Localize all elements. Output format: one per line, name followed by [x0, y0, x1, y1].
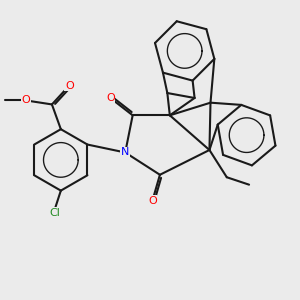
Text: Cl: Cl [50, 208, 60, 218]
Text: O: O [65, 81, 74, 91]
Text: N: N [121, 148, 129, 158]
Text: O: O [148, 196, 157, 206]
Text: O: O [22, 95, 31, 106]
Text: O: O [106, 93, 115, 103]
